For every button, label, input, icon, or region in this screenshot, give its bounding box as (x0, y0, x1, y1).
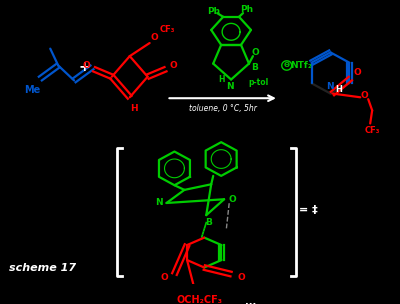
Text: O: O (161, 273, 168, 282)
Text: H: H (218, 75, 224, 84)
Text: N: N (155, 199, 162, 208)
Text: O: O (228, 195, 236, 204)
Text: O: O (237, 273, 245, 282)
Text: B: B (205, 218, 212, 227)
Text: toluene, 0 °C, 5hr: toluene, 0 °C, 5hr (189, 104, 257, 113)
Text: O: O (170, 61, 177, 70)
Text: O: O (251, 48, 259, 57)
Text: Me: Me (24, 85, 40, 95)
Text: H: H (335, 85, 342, 94)
Text: p-tol: p-tol (249, 78, 269, 87)
Text: N: N (226, 81, 234, 91)
Text: = ‡: = ‡ (299, 206, 318, 216)
Text: scheme 17: scheme 17 (9, 263, 76, 272)
Text: B: B (252, 63, 258, 72)
Text: H: H (130, 104, 138, 113)
Text: Ph: Ph (240, 5, 254, 14)
Text: CF₃: CF₃ (160, 26, 175, 34)
Text: +: + (78, 60, 90, 74)
Text: ...: ... (245, 297, 256, 304)
Text: O: O (82, 61, 90, 70)
Text: CF₃: CF₃ (364, 126, 380, 136)
Text: N: N (326, 81, 333, 91)
Text: Ph: Ph (207, 7, 220, 16)
Text: O: O (151, 33, 158, 42)
Text: O: O (360, 91, 368, 100)
Text: Θ: Θ (284, 63, 290, 68)
Text: NTf₂: NTf₂ (290, 61, 312, 70)
Text: OCH₂CF₃: OCH₂CF₃ (176, 295, 222, 304)
Text: O: O (354, 68, 361, 78)
